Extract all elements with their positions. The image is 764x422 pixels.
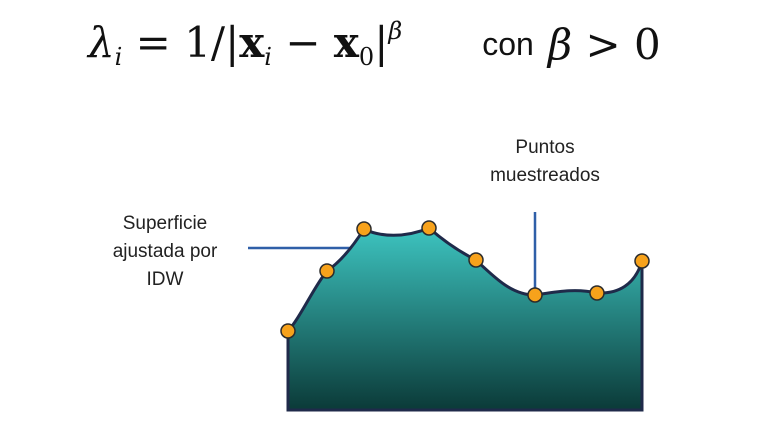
x-vector: x	[239, 18, 265, 67]
sample-point	[421, 220, 437, 236]
sample-point	[527, 287, 543, 303]
sample-point	[634, 253, 650, 269]
minus-sign: −	[271, 18, 334, 67]
subscript-i: i	[114, 43, 123, 71]
closing-bar: |	[374, 18, 389, 67]
equals-one-over: = 1/|	[122, 18, 240, 67]
lambda-symbol: λ	[88, 18, 115, 67]
points-label-line-1: Puntos	[515, 137, 575, 158]
sample-point	[468, 252, 484, 268]
interpolated-surface	[286, 226, 644, 412]
points-label-line-2: muestreados	[490, 165, 600, 186]
idw-weight-formula: λi = 1/|xi − x0|β	[88, 17, 402, 71]
greater-than-zero: > 0	[572, 19, 661, 69]
formula-con-word: con	[482, 25, 534, 62]
sample-point	[280, 323, 296, 339]
beta-symbol: β	[547, 19, 573, 69]
sample-point	[319, 263, 335, 279]
sample-point	[356, 221, 372, 237]
surface-label-line-2: ajustada por	[112, 241, 218, 262]
x-vector-2: x	[333, 18, 359, 67]
surface-label: Superficie ajustada por IDW	[95, 210, 235, 294]
formula-condition: β > 0	[548, 20, 661, 69]
formula: λi = 1/|xi − x0|β con β > 0	[88, 4, 661, 84]
surface-label-line-3: IDW	[146, 269, 184, 290]
surface-label-line-1: Superficie	[122, 213, 208, 234]
points-label: Puntos muestreados	[455, 134, 635, 190]
sample-points	[280, 220, 650, 339]
subscript-zero: 0	[358, 43, 375, 71]
sample-point	[589, 285, 605, 301]
beta-exponent: β	[388, 17, 403, 45]
subscript-i-2: i	[264, 43, 272, 71]
